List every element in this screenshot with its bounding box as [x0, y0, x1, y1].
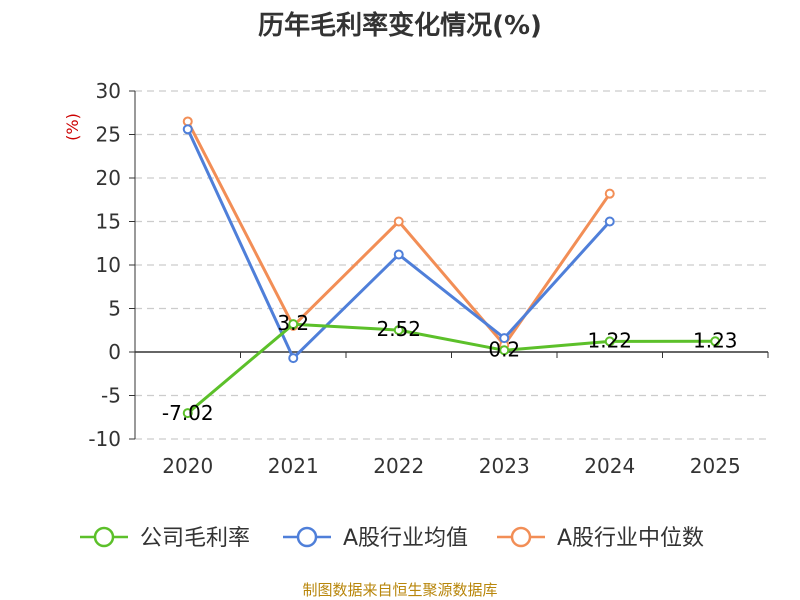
x-tick-label: 2024	[584, 454, 635, 478]
x-tick-label: 2021	[268, 454, 319, 478]
legend-marker	[93, 526, 115, 548]
data-point[interactable]	[182, 116, 193, 127]
legend-label: A股行业中位数	[557, 526, 704, 551]
data-label: 1.22	[587, 328, 632, 352]
legend-item[interactable]: A股行业中位数	[497, 526, 704, 551]
legend[interactable]: 公司毛利率 A股行业均值 A股行业中位数	[80, 526, 704, 551]
y-tick-label: -5	[101, 384, 121, 408]
data-point[interactable]	[710, 336, 721, 347]
data-point[interactable]	[288, 353, 299, 364]
x-tick-label: 2023	[479, 454, 530, 478]
data-label: 1.23	[693, 328, 738, 352]
data-point[interactable]	[393, 216, 404, 227]
data-point[interactable]	[393, 325, 404, 336]
y-tick-label: 10	[96, 253, 121, 277]
x-tick-label: 2020	[162, 454, 213, 478]
data-label: -7.02	[162, 401, 214, 425]
series-layer	[182, 116, 721, 419]
legend-marker	[296, 526, 318, 548]
x-tick-label: 2025	[690, 454, 741, 478]
data-labels: -7.02 3.2 2.52 0.2 1.22 1.23	[162, 311, 738, 425]
data-label: 3.2	[277, 311, 309, 335]
data-label: 0.2	[488, 337, 520, 361]
y-axis-label: (%)	[63, 113, 82, 141]
grid	[135, 90, 768, 440]
y-tick-label: 15	[96, 210, 121, 234]
axes: 30 25 20 15 10 5 0 -5 -10 2020 2021 2022 2023 2024 202…	[88, 79, 769, 478]
x-tick-label: 2022	[373, 454, 424, 478]
data-point[interactable]	[604, 336, 615, 347]
series-line	[186, 120, 612, 347]
data-point[interactable]	[499, 333, 510, 344]
y-tick-label: 30	[96, 79, 121, 103]
y-tick-label: 0	[108, 340, 121, 364]
legend-marker	[510, 526, 532, 548]
legend-item[interactable]: A股行业均值	[283, 526, 468, 551]
data-point[interactable]	[604, 188, 615, 199]
y-tick-label: 20	[96, 166, 121, 190]
data-point[interactable]	[393, 249, 404, 260]
legend-label: A股行业均值	[343, 526, 468, 551]
chart-title: 历年毛利率变化情况(%)	[258, 10, 542, 41]
data-point[interactable]	[288, 319, 299, 330]
source-note: 制图数据来自恒生聚源数据库	[302, 581, 497, 599]
data-point[interactable]	[182, 124, 193, 135]
data-point[interactable]	[604, 216, 615, 227]
y-tick-label: -10	[88, 427, 121, 451]
data-label: 2.52	[376, 317, 421, 341]
legend-item[interactable]: 公司毛利率	[80, 526, 250, 551]
series-line	[186, 322, 716, 415]
data-point[interactable]	[499, 345, 510, 356]
legend-label: 公司毛利率	[140, 526, 250, 551]
data-point[interactable]	[182, 408, 193, 419]
y-tick-label: 25	[96, 123, 121, 147]
y-tick-label: 5	[108, 297, 121, 321]
